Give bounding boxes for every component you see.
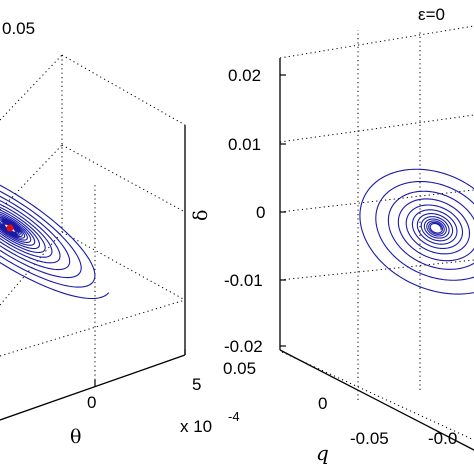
- left-grid-line: [61, 54, 186, 126]
- left-grid-line: [0, 231, 63, 306]
- right-grid-line: [279, 114, 474, 143]
- right-x-axis-label: q: [316, 441, 329, 465]
- right-spiral-series: [359, 168, 474, 295]
- right-y-tick-label: -0.01: [224, 271, 263, 290]
- left-x-axis-label: θ: [70, 426, 81, 448]
- right-y-tick-label: 0: [256, 203, 265, 222]
- right-grid-line: [281, 351, 474, 441]
- right-grid-line: [279, 25, 474, 59]
- right-x-tick-label: -0.05: [350, 429, 389, 448]
- left-grid-line: [61, 231, 186, 301]
- right-box-edge: [279, 349, 474, 451]
- left-x-tick-label: 0: [87, 393, 96, 412]
- right-panel: ε=0 0.02 0.01 0 -0.01 -0.02 δ 0.05 0 -0.…: [190, 5, 474, 465]
- right-x-tick-label: 0: [318, 394, 327, 413]
- right-panel-title: ε=0: [418, 5, 445, 24]
- right-grid-line: [279, 189, 474, 213]
- left-spiral-series: [0, 184, 110, 300]
- right-y-tick-label: 0.02: [228, 66, 261, 85]
- right-y-tick-label: 0.01: [228, 135, 261, 154]
- spiral-trajectory-line: [0, 184, 110, 300]
- right-grid-line: [279, 259, 474, 281]
- right-x-tick-label: 0.05: [223, 359, 256, 378]
- left-grid-line: [0, 144, 63, 211]
- left-panel: 0.05 0 5 θ x 10 -4: [0, 19, 240, 448]
- left-grid-line: [61, 144, 186, 213]
- left-x-exponent-power: -4: [228, 409, 240, 424]
- spiral-trajectory-line: [359, 168, 474, 295]
- left-equilibrium-marker: [6, 224, 14, 232]
- left-x-tick-label: 5: [192, 375, 201, 394]
- right-x2-tick-label: -0.0: [428, 429, 457, 448]
- left-grid-line: [0, 299, 186, 357]
- left-x-exponent-base: x 10: [180, 417, 212, 436]
- right-y-tick-label: -0.02: [224, 337, 263, 356]
- right-y-axis-label: δ: [190, 210, 212, 221]
- left-grid-line: [0, 54, 63, 121]
- left-panel-title: 0.05: [2, 19, 35, 38]
- left-box-edge: [0, 354, 186, 421]
